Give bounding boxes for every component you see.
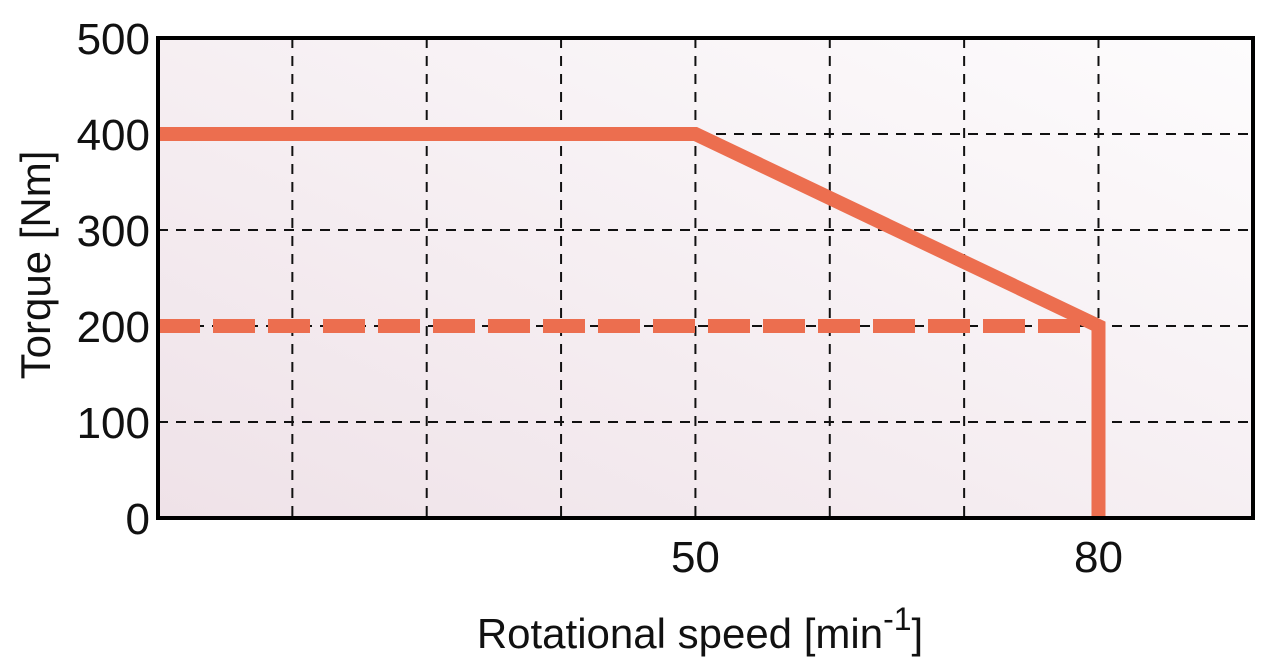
x-tick-label: 50 — [671, 533, 720, 582]
x-axis-label: Rotational speed [min-1] — [477, 601, 923, 657]
y-axis-label: Torque [Nm] — [12, 151, 59, 380]
y-tick-label: 0 — [126, 495, 150, 544]
y-tick-label: 400 — [77, 111, 150, 160]
x-axis-label-superscript: -1 — [883, 601, 911, 637]
plot-background — [158, 38, 1253, 518]
plot-frame — [156, 36, 1255, 520]
x-tick-label: 80 — [1074, 533, 1123, 582]
y-tick-label: 200 — [77, 303, 150, 352]
series-solid-line — [158, 127, 1106, 518]
y-tick-label: 500 — [77, 15, 150, 64]
y-tick-label: 100 — [77, 399, 150, 448]
y-tick-label: 300 — [77, 207, 150, 256]
